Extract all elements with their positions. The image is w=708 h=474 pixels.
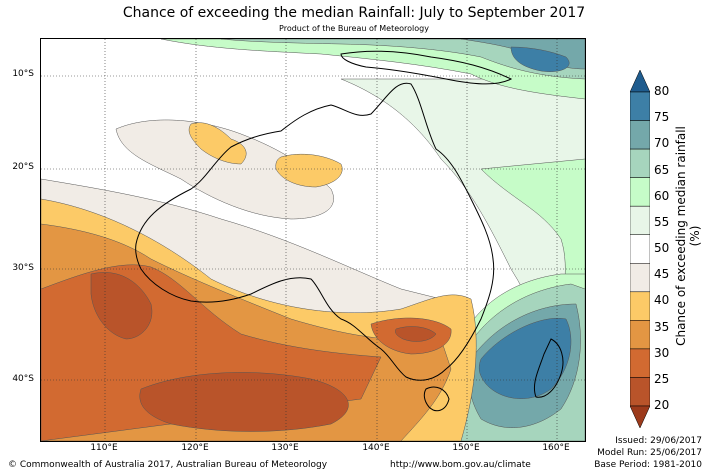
lon-label: 140°E xyxy=(362,443,390,453)
tasmania-coastline xyxy=(423,386,450,412)
lon-label: 110°E xyxy=(90,443,118,453)
legend-band xyxy=(630,263,650,293)
lon-label: 130°E xyxy=(271,443,299,453)
new-zealand-coastline xyxy=(533,338,564,398)
zone-35-40-kimberley xyxy=(188,122,247,165)
legend-tick-label: 60 xyxy=(654,188,670,203)
base-period: Base Period: 1981-2010 xyxy=(594,460,702,470)
source-url[interactable]: http://www.bom.gov.au/climate xyxy=(390,460,531,470)
legend-tick-label: 25 xyxy=(654,371,670,386)
legend-arrow-top xyxy=(630,70,650,93)
issued-date: Issued: 29/06/2017 xyxy=(615,436,702,446)
australia-coastline xyxy=(135,82,495,381)
zone-20-25-tasman xyxy=(395,326,437,342)
map-canvas xyxy=(41,39,585,441)
zone-35-40-pilbara xyxy=(275,153,343,188)
lat-label: 10°S xyxy=(12,69,34,79)
rainfall-outlook-map xyxy=(40,38,586,442)
lon-label: 150°E xyxy=(452,443,480,453)
legend-band xyxy=(630,234,650,264)
legend-band xyxy=(630,377,650,407)
legend-tick-label: 40 xyxy=(654,293,670,308)
legend-band xyxy=(630,91,650,121)
legend-tick-label: 35 xyxy=(654,319,670,334)
lat-label: 40°S xyxy=(12,374,34,384)
legend-tick-label: 70 xyxy=(654,136,670,151)
legend-band xyxy=(630,120,650,150)
legend-band xyxy=(630,148,650,178)
legend-colorbar xyxy=(630,70,650,428)
legend-arrow-bottom xyxy=(630,405,650,428)
map-subtitle: Product of the Bureau of Meteorology xyxy=(279,24,429,33)
legend-band xyxy=(630,205,650,235)
lat-label: 30°S xyxy=(12,263,34,273)
legend-band xyxy=(630,348,650,378)
legend-band xyxy=(630,320,650,350)
copyright-text: © Commonwealth of Australia 2017, Austra… xyxy=(8,460,328,470)
zone-20-25-south xyxy=(139,372,349,432)
new-guinea-coastline xyxy=(340,50,513,85)
lon-label: 160°E xyxy=(542,443,570,453)
zone-75-80-southeast xyxy=(478,317,572,399)
legend-band xyxy=(630,291,650,321)
lon-label: 120°E xyxy=(181,443,209,453)
legend-tick-label: 75 xyxy=(654,110,670,125)
legend-band xyxy=(630,177,650,207)
zone-75-80-north xyxy=(510,46,570,72)
legend-tick-label: 55 xyxy=(654,214,670,229)
zone-20-25-west xyxy=(90,272,153,340)
map-title: Chance of exceeding the median Rainfall:… xyxy=(122,5,586,21)
graticule xyxy=(41,39,585,441)
zone-65-70-north xyxy=(220,39,585,80)
legend-title: Chance of exceeding median rainfall (%) xyxy=(674,126,702,346)
legend-tick-label: 30 xyxy=(654,345,670,360)
legend-tick-label: 80 xyxy=(654,84,670,98)
model-run-date: Model Run: 25/06/2017 xyxy=(597,448,702,458)
lat-label: 20°S xyxy=(12,162,34,172)
legend-tick-label: 65 xyxy=(654,162,670,177)
legend-tick-label: 50 xyxy=(654,241,670,255)
zone-40-45-north xyxy=(115,119,334,220)
legend-tick-label: 45 xyxy=(654,267,670,282)
legend-tick-label: 20 xyxy=(654,398,670,412)
